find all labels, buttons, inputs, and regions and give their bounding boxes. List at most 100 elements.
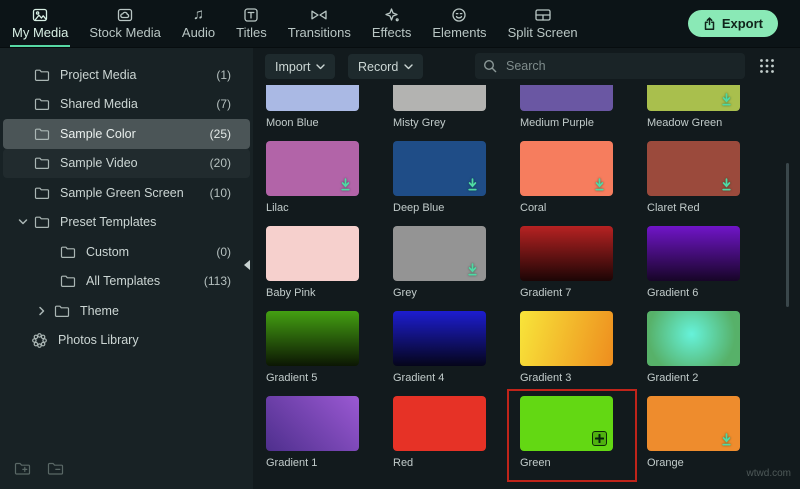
tab-titles[interactable]: Titles — [234, 0, 269, 47]
sidebar-item-sample-color[interactable]: Sample Color (25) — [3, 119, 250, 149]
item-count: (10) — [209, 185, 231, 200]
download-icon[interactable] — [720, 433, 733, 446]
color-swatch[interactable] — [647, 85, 740, 111]
stock-media-icon — [117, 6, 133, 23]
media-item[interactable]: Medium Purple — [520, 85, 613, 130]
media-item[interactable]: Misty Grey — [393, 85, 486, 130]
color-swatch[interactable] — [647, 226, 740, 281]
search-box — [475, 53, 745, 79]
tab-elements[interactable]: Elements — [430, 0, 488, 47]
chevron-down-icon[interactable] — [18, 218, 28, 226]
chevron-down-icon — [316, 63, 326, 69]
folder-icon — [34, 215, 50, 229]
new-folder-button[interactable] — [14, 461, 32, 481]
media-item[interactable]: Coral — [520, 141, 613, 215]
folder-icon — [34, 186, 50, 200]
media-item[interactable]: Lilac — [266, 141, 359, 215]
tab-split-screen[interactable]: Split Screen — [506, 0, 580, 47]
sidebar-item-label: Project Media — [60, 67, 137, 82]
import-label: Import — [275, 59, 311, 74]
media-item[interactable]: Gradient 2 — [647, 311, 740, 385]
download-icon[interactable] — [339, 178, 352, 191]
tab-audio[interactable]: ♫ Audio — [180, 0, 217, 47]
color-swatch[interactable] — [647, 396, 740, 451]
record-button[interactable]: Record — [348, 54, 424, 79]
media-item[interactable]: Gradient 3 — [520, 311, 613, 385]
media-item[interactable]: Grey — [393, 226, 486, 300]
media-item[interactable]: Gradient 7 — [520, 226, 613, 300]
tab-label: Audio — [181, 25, 216, 40]
item-count: (113) — [203, 274, 231, 289]
color-swatch[interactable] — [520, 85, 613, 111]
color-swatch[interactable] — [647, 311, 740, 366]
music-note-icon: ♫ — [192, 6, 205, 23]
item-count: (1) — [216, 67, 231, 82]
tab-label: My Media — [12, 25, 69, 40]
search-input[interactable] — [504, 58, 737, 74]
tab-stock-media[interactable]: Stock Media — [87, 0, 163, 47]
media-item[interactable]: Claret Red — [647, 141, 740, 215]
media-item-label: Gradient 3 — [520, 372, 572, 384]
color-swatch[interactable] — [393, 85, 486, 111]
download-icon[interactable] — [466, 263, 479, 276]
tab-my-media[interactable]: My Media — [10, 0, 71, 47]
download-icon[interactable] — [720, 93, 733, 106]
sidebar-item-preset-templates[interactable]: Preset Templates — [3, 208, 250, 238]
folder-icon — [34, 97, 50, 111]
export-button[interactable]: Export — [687, 10, 778, 37]
sidebar-item-sample-green-screen[interactable]: Sample Green Screen (10) — [3, 178, 250, 208]
add-to-timeline-plus-icon[interactable] — [592, 431, 607, 446]
sidebar-collapse-arrow[interactable] — [244, 260, 250, 270]
tab-transitions[interactable]: Transitions — [286, 0, 353, 47]
color-swatch[interactable] — [520, 396, 613, 451]
media-item[interactable]: Gradient 6 — [647, 226, 740, 300]
media-item[interactable]: Red — [393, 396, 486, 470]
media-item[interactable]: Gradient 4 — [393, 311, 486, 385]
color-swatch[interactable] — [266, 85, 359, 111]
download-icon[interactable] — [593, 178, 606, 191]
media-item[interactable]: Baby Pink — [266, 226, 359, 300]
media-item-green-selected[interactable]: Green — [507, 389, 637, 482]
folder-icon — [60, 274, 76, 288]
color-swatch[interactable] — [266, 396, 359, 451]
color-swatch[interactable] — [266, 141, 359, 196]
photos-library-flower-icon — [31, 332, 48, 349]
delete-folder-button[interactable] — [47, 461, 65, 481]
effects-sparkle-icon — [384, 6, 400, 23]
color-swatch[interactable] — [520, 141, 613, 196]
tab-label: Titles — [236, 25, 267, 40]
download-icon[interactable] — [720, 178, 733, 191]
color-swatch[interactable] — [393, 226, 486, 281]
media-item[interactable]: Deep Blue — [393, 141, 486, 215]
chevron-right-icon[interactable] — [38, 306, 48, 316]
color-swatch[interactable] — [266, 311, 359, 366]
sidebar-item-photos-library[interactable]: Photos Library — [3, 326, 250, 356]
sidebar-item-theme[interactable]: Theme — [3, 296, 250, 326]
color-swatch[interactable] — [393, 396, 486, 451]
vertical-scrollbar-thumb[interactable] — [786, 163, 789, 307]
sidebar-bottom-actions — [14, 461, 65, 481]
folder-icon — [34, 68, 50, 82]
tab-effects[interactable]: Effects — [370, 0, 414, 47]
media-item[interactable]: Meadow Green — [647, 85, 740, 130]
sidebar-item-project-media[interactable]: Project Media (1) — [3, 60, 250, 90]
import-button[interactable]: Import — [265, 54, 336, 79]
media-item[interactable]: Gradient 5 — [266, 311, 359, 385]
media-item[interactable]: Moon Blue — [266, 85, 359, 130]
color-swatch[interactable] — [647, 141, 740, 196]
sidebar-item-sample-video[interactable]: Sample Video (20) — [3, 148, 250, 178]
sidebar-item-shared-media[interactable]: Shared Media (7) — [3, 90, 250, 120]
color-swatch[interactable] — [520, 311, 613, 366]
color-swatch[interactable] — [393, 311, 486, 366]
color-swatch[interactable] — [393, 141, 486, 196]
sidebar-item-all-templates[interactable]: All Templates (113) — [3, 267, 250, 297]
export-label: Export — [721, 16, 763, 31]
color-swatch[interactable] — [266, 226, 359, 281]
grid-view-icon[interactable] — [759, 58, 775, 74]
media-item[interactable]: Gradient 1 — [266, 396, 359, 470]
media-item[interactable]: Orange — [647, 396, 740, 470]
download-icon[interactable] — [466, 178, 479, 191]
tab-label: Elements — [432, 25, 487, 40]
sidebar-item-custom[interactable]: Custom (0) — [3, 237, 250, 267]
color-swatch[interactable] — [520, 226, 613, 281]
